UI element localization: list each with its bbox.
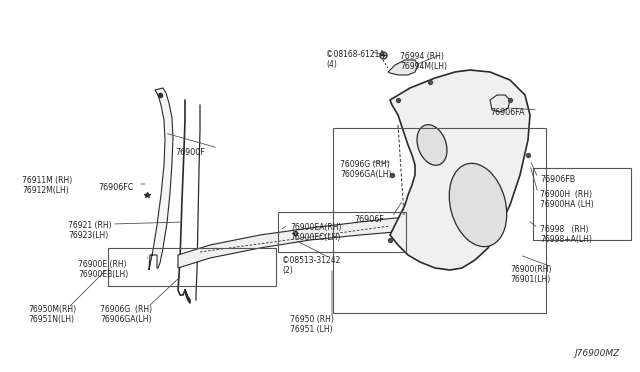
Text: 76911M (RH)
76912M(LH): 76911M (RH) 76912M(LH) <box>22 176 72 195</box>
Text: 76950 (RH)
76951 (LH): 76950 (RH) 76951 (LH) <box>290 315 334 334</box>
Polygon shape <box>490 95 510 112</box>
Text: 76906G  (RH)
76906GA(LH): 76906G (RH) 76906GA(LH) <box>100 305 152 324</box>
Text: 76994 (RH)
76994M(LH): 76994 (RH) 76994M(LH) <box>400 52 447 71</box>
Polygon shape <box>390 70 530 270</box>
Text: 76900F: 76900F <box>175 148 205 157</box>
Text: 76998   (RH)
76998+A(LH): 76998 (RH) 76998+A(LH) <box>540 225 592 244</box>
Text: 76906F: 76906F <box>354 215 384 224</box>
Text: 76906FA: 76906FA <box>490 108 525 117</box>
Text: 76900H  (RH)
76900HA (LH): 76900H (RH) 76900HA (LH) <box>540 190 594 209</box>
Text: ©08513-31242
(2): ©08513-31242 (2) <box>282 256 340 275</box>
Bar <box>533 168 631 240</box>
Ellipse shape <box>449 163 507 247</box>
Polygon shape <box>149 88 173 270</box>
Polygon shape <box>178 218 415 268</box>
Text: J76900MZ: J76900MZ <box>575 349 620 358</box>
Bar <box>333 128 546 313</box>
Text: 76906FB: 76906FB <box>540 175 575 184</box>
Text: 76900E (RH)
76900EB(LH): 76900E (RH) 76900EB(LH) <box>78 260 128 279</box>
Bar <box>278 212 406 252</box>
Ellipse shape <box>417 125 447 165</box>
Text: 76906FC: 76906FC <box>98 183 133 192</box>
Polygon shape <box>388 60 418 75</box>
Text: 76900EA(RH)
76900EC(LH): 76900EA(RH) 76900EC(LH) <box>290 223 342 243</box>
Bar <box>108 248 276 286</box>
Text: ©08168-6121A
(4): ©08168-6121A (4) <box>326 50 385 70</box>
Text: 76900(RH)
76901(LH): 76900(RH) 76901(LH) <box>510 265 552 285</box>
Text: 76921 (RH)
76923(LH): 76921 (RH) 76923(LH) <box>68 221 111 240</box>
Text: 76950M(RH)
76951N(LH): 76950M(RH) 76951N(LH) <box>28 305 76 324</box>
Text: 76096G (RH)
76096GA(LH): 76096G (RH) 76096GA(LH) <box>340 160 392 179</box>
